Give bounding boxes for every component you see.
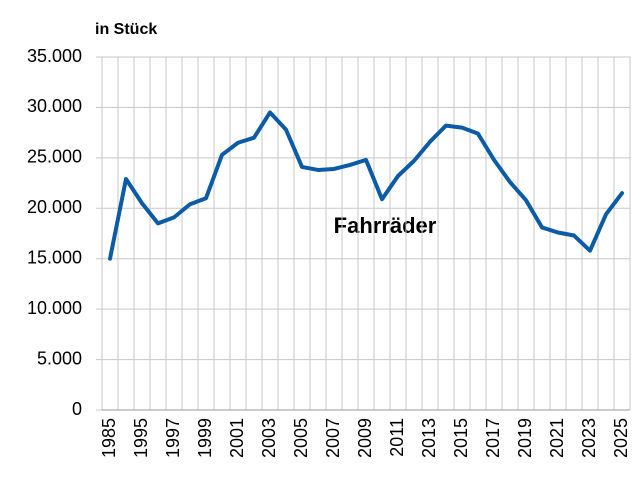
x-tick-label: 2005 — [291, 418, 311, 458]
x-tick-label: 2001 — [227, 418, 247, 458]
y-tick-label: 30.000 — [27, 96, 82, 116]
x-tick-label: 1995 — [131, 418, 151, 458]
x-tick-label: 1999 — [195, 418, 215, 458]
grid — [96, 56, 631, 411]
x-tick-label: 2017 — [483, 418, 503, 458]
y-tick-label: 25.000 — [27, 147, 82, 167]
x-tick-label: 1997 — [163, 418, 183, 458]
x-tick-label: 2007 — [323, 418, 343, 458]
x-tick-label: 2025 — [611, 418, 631, 458]
y-tick-label: 0 — [72, 399, 82, 419]
x-tick-label: 2013 — [419, 418, 439, 458]
axis-unit: in Stück — [95, 21, 157, 38]
y-tick-label: 35.000 — [27, 46, 82, 66]
series-line — [108, 110, 624, 261]
x-tick-label: 2021 — [547, 418, 567, 458]
y-tick-label: 5.000 — [37, 348, 82, 368]
x-tick-label: 2003 — [259, 418, 279, 458]
y-tick-label: 10.000 — [27, 298, 82, 318]
x-tick-label: 2023 — [579, 418, 599, 458]
x-tick-label: 2015 — [451, 418, 471, 458]
y-tick-label: 20.000 — [27, 197, 82, 217]
x-tick-label: 2011 — [387, 418, 407, 457]
x-tick-label: 1985 — [99, 418, 119, 458]
series-label: Fahrräder — [334, 213, 437, 238]
x-tick-label: 2019 — [515, 418, 535, 458]
x-tick-label: 2009 — [355, 418, 375, 458]
y-tick-label: 15.000 — [27, 247, 82, 267]
